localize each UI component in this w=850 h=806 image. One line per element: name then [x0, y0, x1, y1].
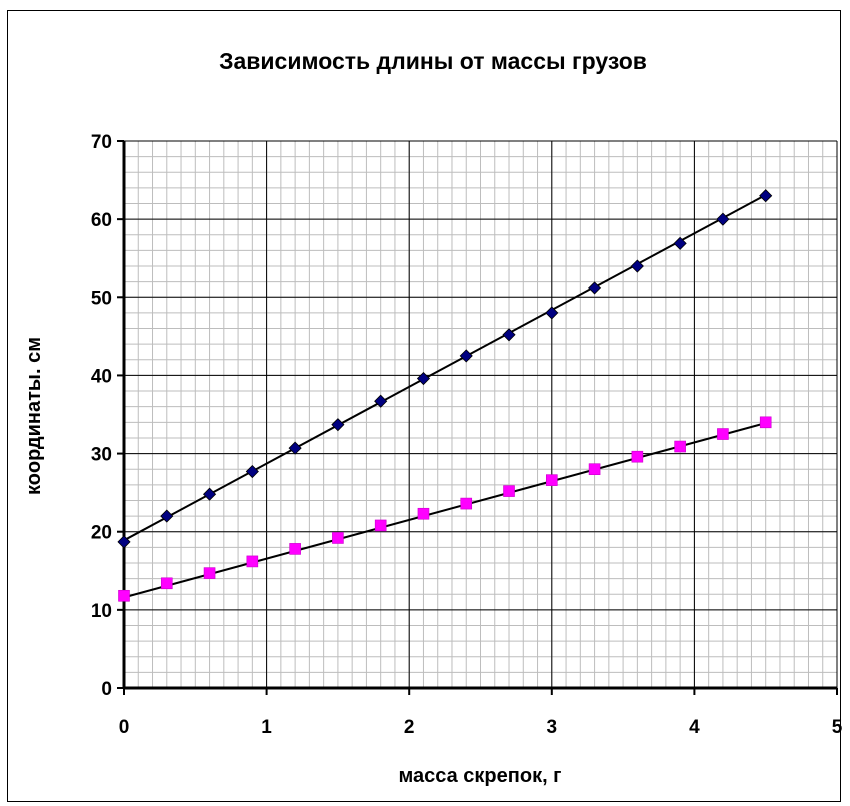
- data-point-square: [588, 463, 601, 476]
- data-point-diamond: [588, 281, 602, 295]
- data-point-diamond: [245, 464, 259, 479]
- y-tick-label: 50: [91, 288, 112, 309]
- x-tick-label: 0: [119, 717, 130, 738]
- data-point-diamond: [630, 259, 644, 273]
- data-point-square: [160, 577, 173, 590]
- data-point-diamond: [331, 418, 345, 432]
- chart-title: Зависимость длины от массы грузов: [219, 48, 647, 74]
- data-point-diamond: [117, 535, 131, 549]
- data-point-square: [674, 440, 686, 453]
- y-tick-label: 20: [91, 523, 112, 544]
- trendline: [123, 422, 766, 599]
- data-point-square: [460, 497, 473, 510]
- axes: [117, 140, 838, 695]
- data-point-diamond: [759, 189, 773, 203]
- data-point-square: [417, 507, 430, 520]
- y-axis-label: координаты. см: [23, 337, 45, 495]
- data-point-square: [545, 474, 558, 486]
- y-tick-label: 40: [91, 366, 112, 387]
- data-point-square: [374, 519, 387, 532]
- data-point-diamond: [288, 441, 302, 455]
- data-point-square: [203, 567, 216, 579]
- data-point-diamond: [673, 236, 687, 250]
- y-tick-label: 0: [101, 679, 112, 700]
- data-point-diamond: [160, 509, 174, 523]
- data-point-diamond: [202, 487, 217, 501]
- data-point-square: [759, 416, 772, 429]
- data-point-diamond: [545, 306, 559, 320]
- data-point-square: [118, 589, 130, 602]
- x-tick-label: 3: [547, 717, 558, 738]
- data-point-square: [503, 485, 515, 497]
- data-point-diamond: [374, 394, 388, 408]
- trendlines: [123, 194, 767, 599]
- data-points: [117, 189, 773, 602]
- x-tick-label: 2: [404, 717, 415, 738]
- data-point-diamond: [502, 328, 516, 342]
- x-tick-label: 1: [261, 717, 272, 738]
- x-axis-label: масса скрепок, г: [398, 765, 561, 787]
- y-tick-label: 30: [91, 445, 112, 466]
- data-point-square: [631, 450, 644, 463]
- grid: [123, 140, 838, 689]
- trendline: [123, 194, 767, 542]
- data-point-diamond: [716, 212, 730, 226]
- y-tick-label: 10: [91, 601, 112, 622]
- x-tick-label: 5: [832, 717, 843, 738]
- x-tick-label: 4: [689, 717, 700, 738]
- data-point-square: [332, 532, 344, 544]
- data-point-diamond: [459, 349, 473, 363]
- y-tick-label: 70: [91, 132, 112, 153]
- data-point-square: [717, 428, 729, 440]
- data-point-diamond: [416, 371, 431, 386]
- y-tick-label: 60: [91, 210, 112, 231]
- chart-frame: [7, 10, 841, 802]
- data-point-square: [246, 555, 259, 568]
- data-point-square: [289, 543, 301, 555]
